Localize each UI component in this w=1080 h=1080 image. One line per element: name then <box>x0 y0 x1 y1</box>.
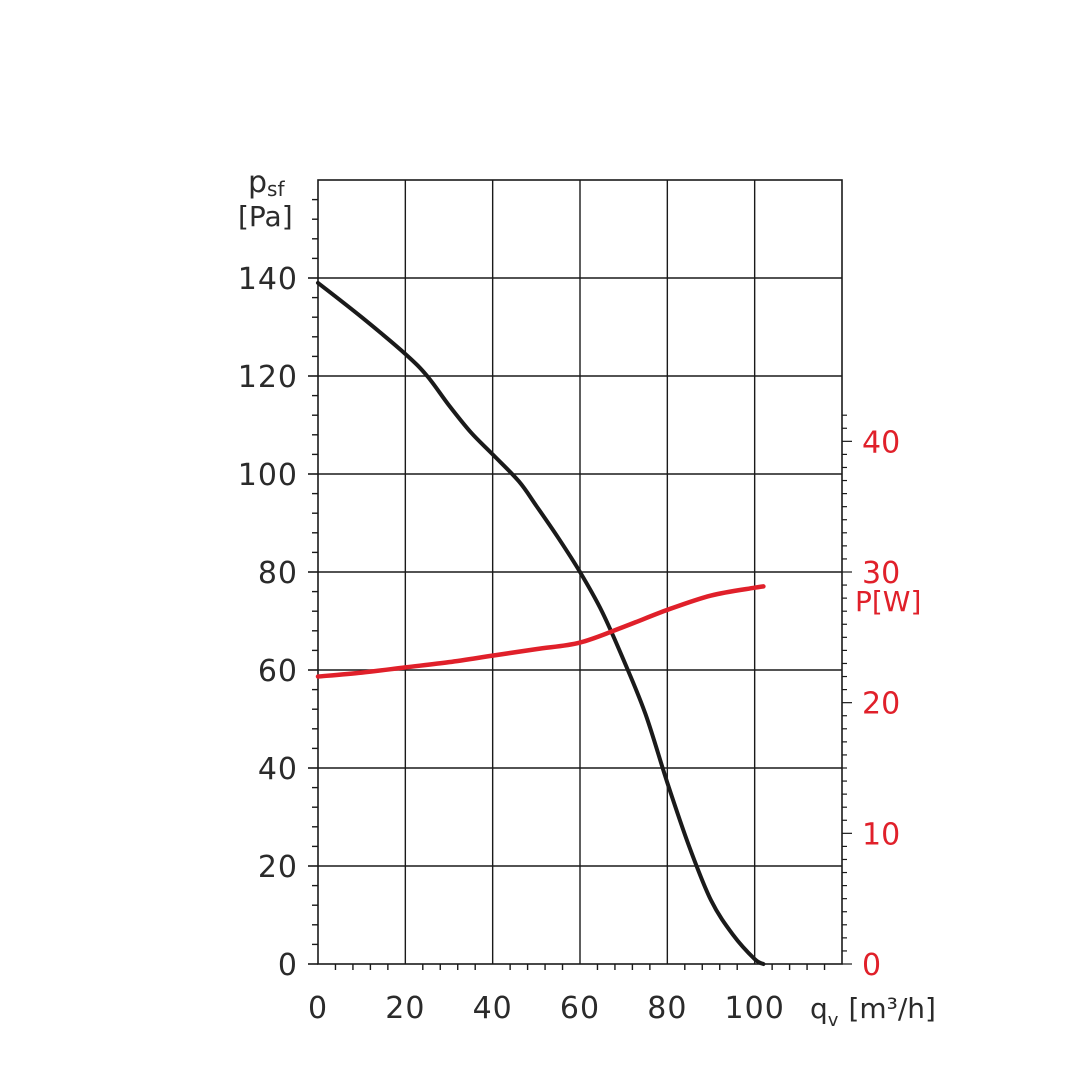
series-line-pressure <box>316 280 766 966</box>
y-tick-label: 40 <box>258 752 298 787</box>
x-axis-label-sub: v <box>828 1010 839 1031</box>
x-tick-label: 60 <box>560 991 600 1026</box>
series-layer <box>315 280 766 966</box>
tick-labels: 0 20 40 60 80 100 120 140 0 20 40 60 80 100 0 10 20 30 40 <box>238 262 900 1026</box>
y2-tick-label: 0 <box>862 948 881 983</box>
y-tick-label: 20 <box>258 850 298 885</box>
y2-tick-label: 10 <box>862 817 900 852</box>
y2-tick-label: 40 <box>862 425 900 460</box>
series-line-power <box>315 584 766 679</box>
y-axis-label-main: p <box>248 165 267 200</box>
y-tick-label: 80 <box>258 556 298 591</box>
x-tick-label: 100 <box>725 991 785 1026</box>
y-tick-label: 120 <box>238 360 298 395</box>
x-tick-label: 20 <box>385 991 425 1026</box>
y2-axis-label: P[W] <box>855 585 921 618</box>
y-tick-label: 60 <box>258 654 298 689</box>
x-axis-label-main: q <box>810 992 828 1025</box>
y2-tick-label: 30 <box>862 556 900 591</box>
y-tick-label: 0 <box>278 948 298 983</box>
y-axis-label-sub: sf <box>267 177 285 201</box>
x-axis-label-unit: [m³/h] <box>848 992 936 1025</box>
grid <box>317 179 843 965</box>
y-tick-label: 140 <box>238 262 298 297</box>
y-axis-unit: [Pa] <box>238 200 293 233</box>
x-tick-label: 0 <box>308 991 328 1026</box>
minor-ticks <box>308 198 852 970</box>
x-axis-label: qv [m³/h] <box>810 992 936 1031</box>
x-tick-label: 40 <box>473 991 513 1026</box>
x-tick-label: 80 <box>647 991 687 1026</box>
y-tick-label: 100 <box>238 458 298 493</box>
y-axis-label: psf <box>248 165 285 201</box>
y2-tick-label: 20 <box>862 687 900 722</box>
